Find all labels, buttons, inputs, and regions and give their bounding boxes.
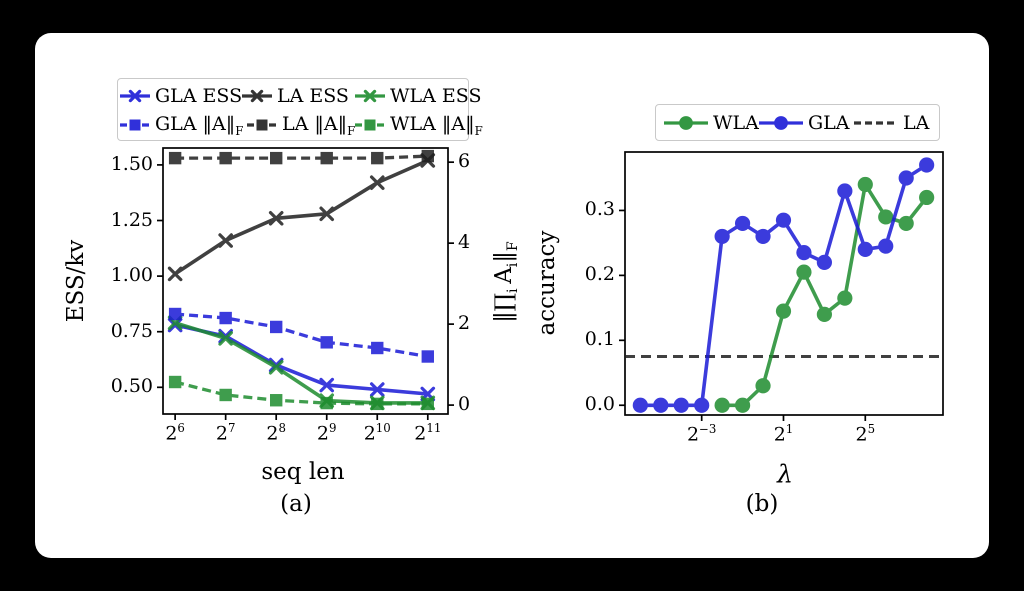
series-la-a-f xyxy=(168,149,434,165)
chart-b xyxy=(619,151,944,421)
series-gla-a-f xyxy=(168,307,434,363)
legend-entry-la: LA xyxy=(854,112,929,134)
y-tick-label: 0.1 xyxy=(584,328,615,351)
legend-label: WLA xyxy=(713,112,759,134)
series-wla-a-f xyxy=(168,375,434,411)
chart-b-spines xyxy=(624,151,944,416)
legend-entry-la-ess: LA ESS xyxy=(242,83,349,109)
legend-label: GLA ‖A‖F xyxy=(155,112,244,138)
chart-b-caption: (b) xyxy=(745,491,779,517)
legend-sample-wla-a-f xyxy=(355,119,385,131)
y-tick-label-right: 6 xyxy=(458,150,471,173)
chart-a-right-y-axis-label: ‖∏i Ai‖F xyxy=(491,241,521,323)
y-tick-label-right: 0 xyxy=(458,393,471,416)
legend-chart-b: WLA GLA LA xyxy=(655,104,940,141)
chart-a-spines xyxy=(162,147,449,415)
y-tick-label-right: 2 xyxy=(458,312,471,335)
legend-sample-la-a-f xyxy=(247,119,277,131)
x-tick-label: 2−3 xyxy=(686,422,717,446)
x-tick-label: 25 xyxy=(855,422,876,446)
series-la-ess xyxy=(167,153,436,282)
x-tick-label: 211 xyxy=(414,421,442,445)
chart-a-y-axis-label: ESS/kv xyxy=(63,239,89,323)
legend-sample-la-ess xyxy=(242,89,272,103)
y-tick-label: 1.25 xyxy=(110,208,153,231)
y-tick-label: 1.50 xyxy=(110,152,153,175)
legend-chart-a: GLA ESS LA ESS WLA ESS GLA ‖A‖F LA ‖A‖F WLA ‖… xyxy=(117,78,483,141)
legend-sample-wla-ess xyxy=(355,89,385,103)
x-tick-label: 26 xyxy=(165,421,185,445)
legend-label: WLA ‖A‖F xyxy=(390,112,483,138)
chart-a xyxy=(157,147,454,420)
legend-sample-la xyxy=(854,121,898,125)
series-gla xyxy=(632,157,935,413)
legend-entry-wla: WLA xyxy=(664,112,759,134)
legend-sample-gla xyxy=(759,116,803,130)
y-tick-label-right: 4 xyxy=(458,231,471,254)
x-tick-label: 21 xyxy=(773,422,794,446)
legend-sample-gla-a-f xyxy=(120,119,150,131)
legend-entry-gla-a-f: GLA ‖A‖F xyxy=(120,112,243,138)
series-wla xyxy=(714,176,935,413)
y-tick-label: 1.00 xyxy=(110,264,153,287)
chart-a-caption: (a) xyxy=(280,491,312,517)
legend-label: LA ‖A‖F xyxy=(282,112,356,138)
chart-b-y-axis-label: accuracy xyxy=(534,230,560,336)
y-tick-label: 0.2 xyxy=(584,263,615,286)
legend-label: WLA ESS xyxy=(390,85,482,107)
x-tick-label: 28 xyxy=(266,421,286,445)
x-tick-label: 29 xyxy=(316,421,337,445)
x-tick-label: 27 xyxy=(215,421,236,445)
chart-a-x-axis-label: seq len xyxy=(261,459,345,485)
legend-label: GLA ESS xyxy=(155,85,243,107)
legend-label: GLA xyxy=(808,112,850,134)
legend-label: LA xyxy=(903,112,930,134)
y-tick-label: 0.0 xyxy=(584,393,615,416)
legend-entry-wla-a-f: WLA ‖A‖F xyxy=(355,112,483,138)
x-tick-label: 210 xyxy=(363,421,391,445)
y-tick-label: 0.50 xyxy=(110,375,153,398)
legend-sample-wla xyxy=(664,116,708,130)
legend-entry-la-a-f: LA ‖A‖F xyxy=(247,112,355,138)
legend-entry-wla-ess: WLA ESS xyxy=(355,83,481,109)
legend-entry-gla: GLA xyxy=(759,112,850,134)
chart-b-x-axis-label: λ xyxy=(777,459,793,489)
legend-entry-gla-ess: GLA ESS xyxy=(120,83,242,109)
y-tick-label: 0.75 xyxy=(110,319,153,342)
legend-sample-gla-ess xyxy=(120,89,150,103)
legend-label: LA ESS xyxy=(277,85,349,107)
y-tick-label: 0.3 xyxy=(584,198,615,221)
